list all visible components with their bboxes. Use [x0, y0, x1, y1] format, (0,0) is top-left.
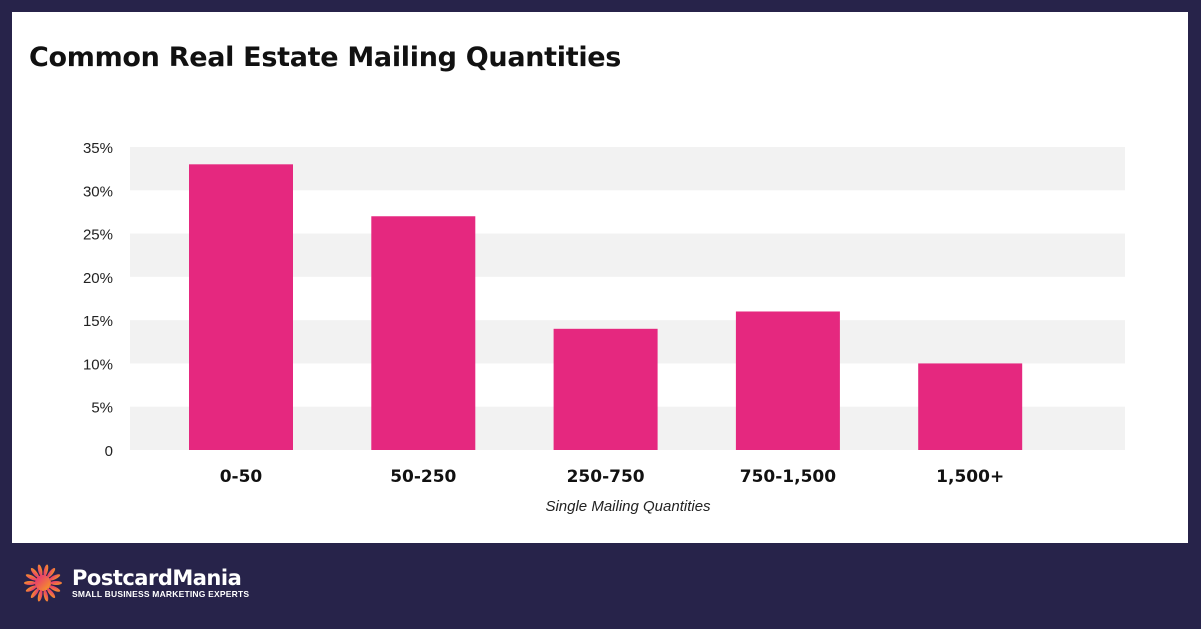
y-tick-label: 10%: [83, 356, 113, 373]
logo-petal: [47, 588, 56, 599]
logo-petal: [47, 567, 56, 578]
bar-750-1,500: [735, 311, 840, 450]
x-axis-label: Single Mailing Quantities: [545, 498, 711, 515]
bar-50-250: [371, 216, 476, 450]
logo-petal: [25, 574, 37, 581]
logo-petal: [37, 589, 43, 602]
logo-petal: [49, 574, 61, 581]
y-tick-label: 5%: [91, 400, 113, 417]
x-tick-label: 250-750: [567, 467, 645, 487]
x-tick-label: 1,500+: [936, 467, 1004, 487]
logo-petal: [37, 564, 43, 577]
x-tick-label: 50-250: [390, 467, 456, 487]
postcardmania-logo: PostcardMania SMALL BUSINESS MARKETING E…: [22, 562, 249, 604]
brand-name: PostcardMania: [72, 566, 242, 590]
y-tick-label: 35%: [83, 140, 113, 157]
y-tick-label: 15%: [83, 313, 113, 330]
logo-petal: [25, 585, 37, 592]
grid-band: [130, 147, 1125, 191]
y-tick-label: 30%: [83, 183, 113, 200]
logo-petal: [24, 581, 36, 585]
logo-petal: [43, 564, 49, 577]
y-tick-label: 0: [105, 443, 113, 460]
grid-band: [130, 233, 1125, 277]
x-tick-label: 750-1,500: [740, 467, 836, 487]
logo-petal: [30, 588, 39, 599]
sunburst-logo-icon: [24, 564, 62, 602]
logo-petal: [30, 567, 39, 578]
logo-petal: [43, 589, 49, 602]
brand-tagline: SMALL BUSINESS MARKETING EXPERTS: [72, 589, 250, 599]
bar-250-750: [553, 328, 658, 450]
bar-0-50: [189, 164, 293, 451]
logo-petal: [49, 585, 61, 592]
chart-title: Common Real Estate Mailing Quantities: [29, 42, 622, 73]
y-tick-label: 20%: [83, 270, 113, 287]
y-tick-label: 25%: [83, 227, 113, 244]
x-tick-label: 0-50: [220, 467, 263, 487]
logo-petal: [50, 581, 62, 585]
bar-1,500+: [918, 363, 1023, 450]
